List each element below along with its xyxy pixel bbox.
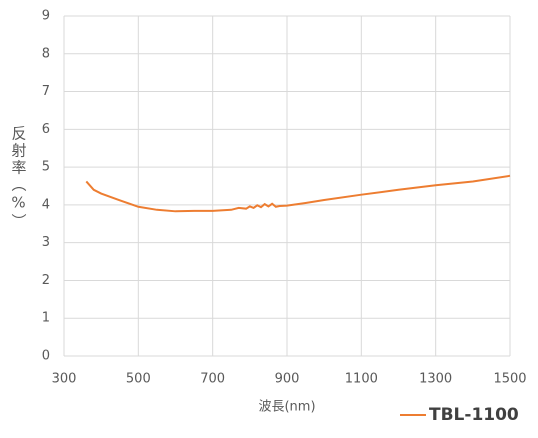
y-tick-label: 6: [42, 122, 50, 137]
y-tick-label: 9: [42, 9, 50, 24]
x-tick-label: 700: [200, 372, 225, 387]
x-tick-label: 300: [52, 372, 77, 387]
x-tick-label: 1100: [345, 372, 378, 387]
y-tick-label: 7: [42, 84, 50, 99]
y-tick-label: 0: [42, 349, 50, 364]
x-tick-label: 500: [126, 372, 151, 387]
y-tick-label: 2: [42, 273, 50, 288]
y-tick-label: 4: [42, 197, 50, 212]
legend-label: TBL-1100: [429, 405, 519, 425]
x-axis-label: 波長(nm): [258, 400, 315, 415]
x-tick-label: 900: [275, 372, 300, 387]
x-tick-label: 1300: [419, 372, 452, 387]
x-tick-label: 1500: [493, 372, 526, 387]
y-tick-label: 5: [42, 160, 50, 175]
y-tick-label: 1: [42, 311, 50, 326]
y-tick-label: 8: [42, 46, 50, 61]
y-tick-label: 3: [42, 235, 50, 250]
y-axis-label: 反射率（%）: [10, 126, 28, 231]
data-line: [85, 174, 511, 213]
